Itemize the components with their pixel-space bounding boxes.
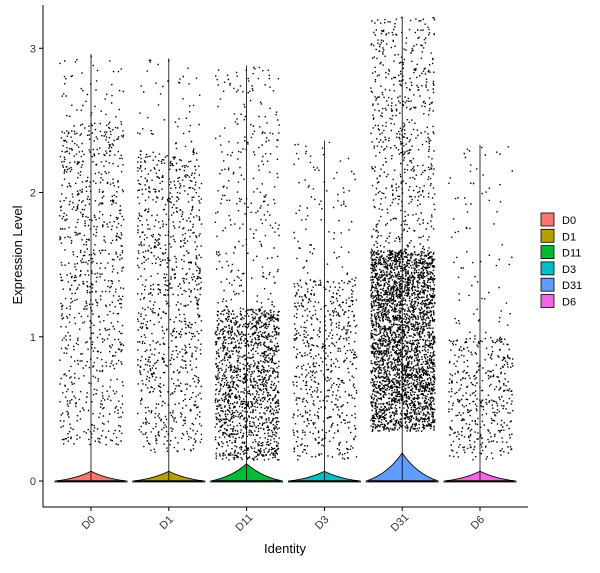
violins-layer [54, 16, 517, 483]
legend-swatch-D3 [540, 261, 555, 276]
points-layer [57, 16, 514, 482]
y-tick-label-1: 1 [30, 332, 36, 344]
x-tick-label-D1: D1 [157, 514, 175, 532]
legend-label-D1: D1 [562, 231, 576, 243]
y-tick-label-0: 0 [30, 476, 36, 488]
points-D1 [136, 59, 203, 453]
axes-layer: D0 D1 D11 D3 D31 D6 0 1 2 3 [30, 5, 528, 534]
legend-swatch-D1 [540, 228, 555, 243]
x-tick-label-D3: D3 [313, 514, 331, 532]
points-D0 [59, 55, 125, 446]
legend-label-D0: D0 [562, 215, 576, 227]
legend-label-D3: D3 [562, 264, 576, 276]
legend-swatch-D6 [540, 294, 555, 308]
legend-label-D11: D11 [562, 248, 581, 260]
legend-label-D31: D31 [562, 280, 582, 292]
legend-swatch-D11 [540, 245, 555, 260]
legend: D0 D1 D11 D3 D31 D6 [540, 212, 582, 309]
y-axis-label: Expression Level [10, 205, 25, 304]
points-D3 [292, 141, 358, 461]
legend-label-D6: D6 [562, 297, 576, 309]
legend-swatch-D31 [540, 277, 555, 292]
points-D6 [448, 146, 514, 461]
points-D31 [370, 16, 436, 432]
legend-swatch-D0 [540, 212, 555, 227]
x-tick-label-D11: D11 [233, 512, 255, 534]
y-tick-label-2: 2 [30, 188, 36, 200]
points-D11 [214, 66, 280, 461]
x-tick-label-D6: D6 [469, 514, 487, 532]
x-axis-label: Identity [264, 541, 306, 556]
y-tick-label-3: 3 [30, 43, 36, 55]
x-tick-label-D31: D31 [389, 511, 412, 534]
x-tick-label-D0: D0 [80, 514, 98, 532]
